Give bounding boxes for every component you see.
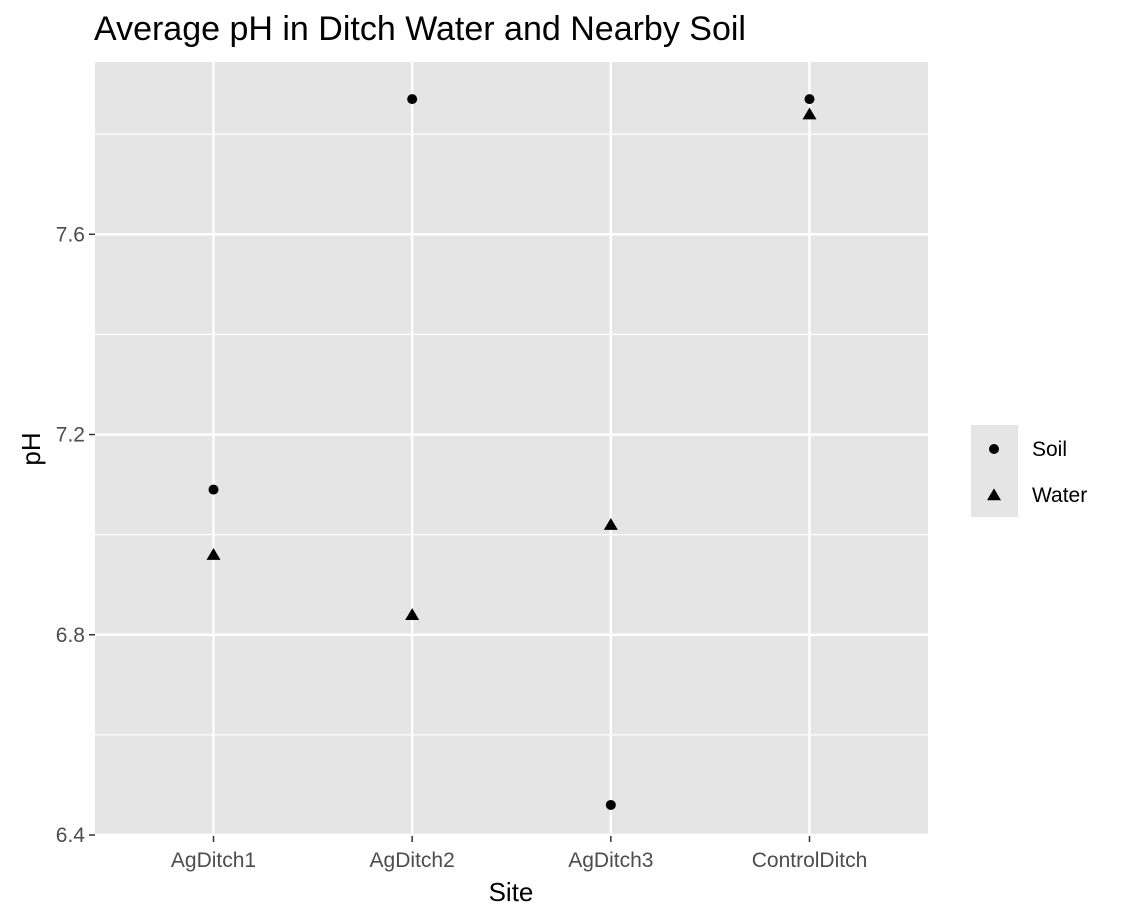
point-water-agditch1 <box>206 548 221 560</box>
x-tick-label: AgDitch3 <box>568 849 653 872</box>
y-tick-label: 6.8 <box>56 624 85 647</box>
point-soil-agditch3 <box>605 799 616 810</box>
legend-key-soil <box>989 444 999 454</box>
data-points <box>206 94 817 810</box>
y-tick-label: 7.6 <box>56 223 85 246</box>
point-water-agditch3 <box>603 517 618 530</box>
chart-title: Average pH in Ditch Water and Nearby Soi… <box>94 10 746 48</box>
plot-panel <box>95 62 928 836</box>
y-tick-label: 7.2 <box>56 424 85 447</box>
point-water-agditch2 <box>405 608 420 620</box>
legend-key-water <box>987 488 1001 501</box>
legend-label-soil: Soil <box>1032 438 1067 461</box>
x-tick-label: ControlDitch <box>752 849 868 872</box>
grid-minor <box>95 133 928 736</box>
point-soil-agditch2 <box>407 94 418 105</box>
grid-major <box>95 62 928 837</box>
legend: Soil Water <box>971 425 1087 517</box>
x-axis-ticks: AgDitch1 AgDitch2 AgDitch3 ControlDitch <box>171 836 867 872</box>
legend-key-background <box>971 425 1018 517</box>
y-axis-title: pH <box>16 432 46 465</box>
point-water-controlditch <box>802 107 817 120</box>
point-soil-controlditch <box>804 94 815 105</box>
y-axis-ticks: 6.4 6.8 7.2 7.6 <box>56 223 95 847</box>
x-tick-label: AgDitch1 <box>171 849 256 872</box>
x-tick-label: AgDitch2 <box>370 849 455 872</box>
legend-label-water: Water <box>1032 484 1087 507</box>
y-tick-label: 6.4 <box>56 824 86 847</box>
x-axis-title: Site <box>489 877 534 907</box>
point-soil-agditch1 <box>208 484 219 495</box>
